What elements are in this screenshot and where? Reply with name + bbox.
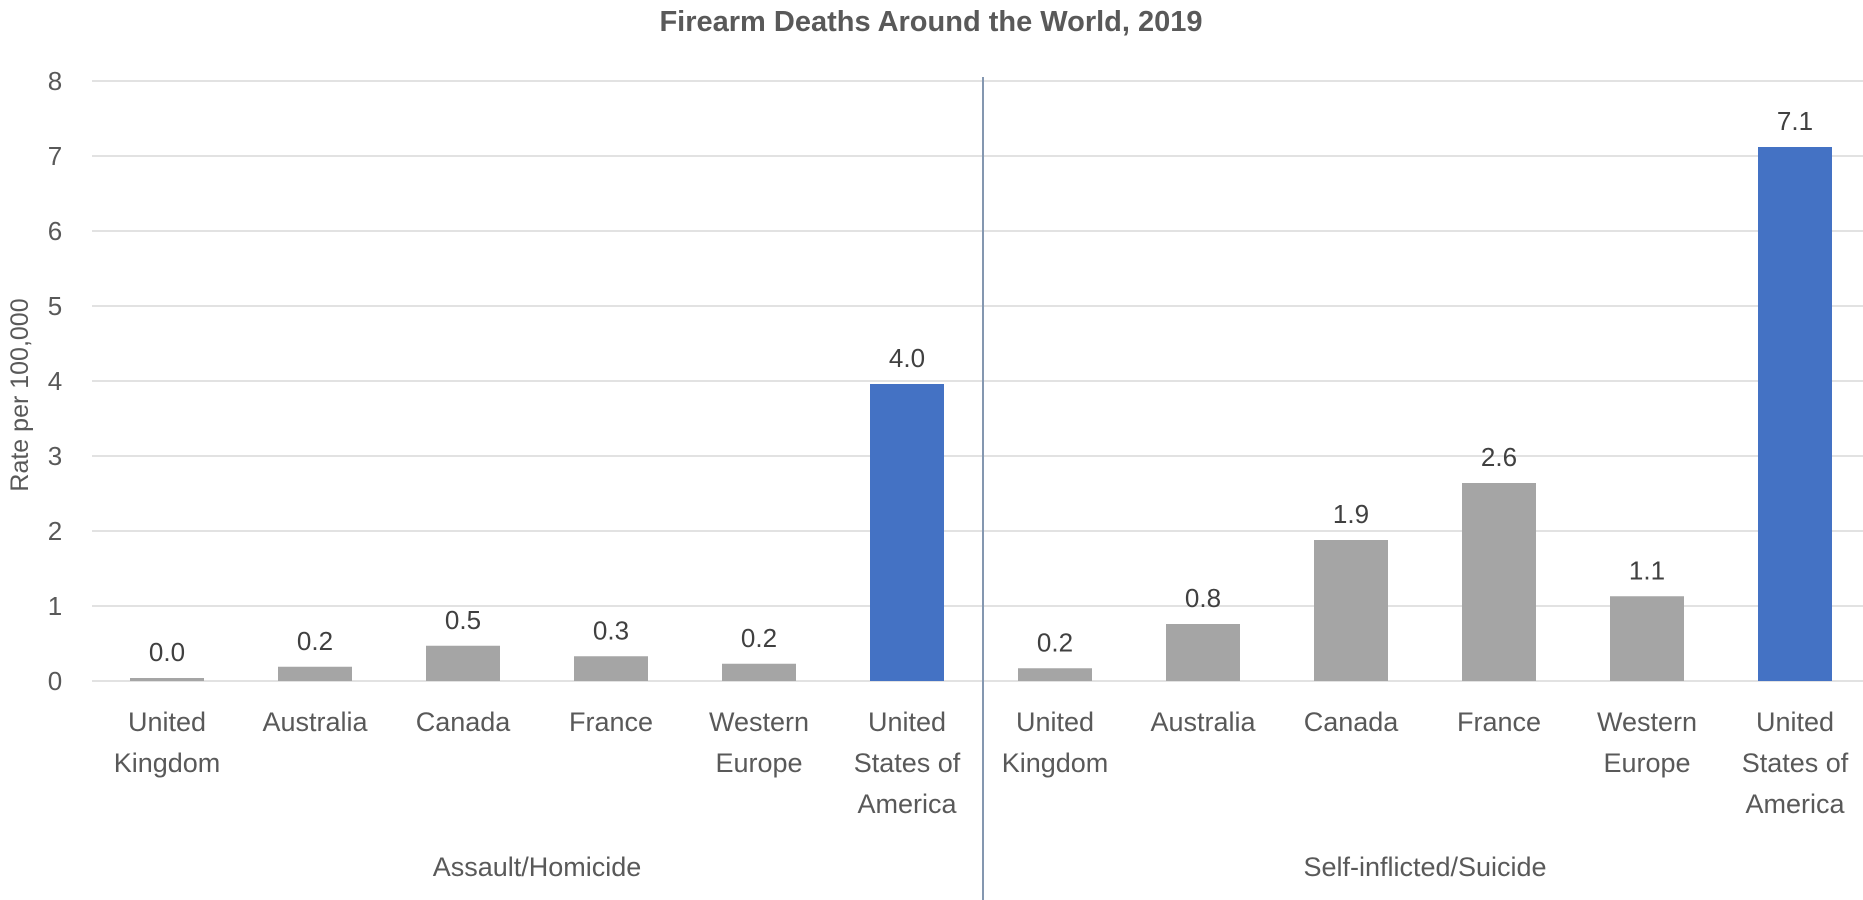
y-tick-label: 0	[48, 666, 62, 696]
category-label: States of	[1742, 748, 1849, 778]
data-label: 0.2	[1037, 627, 1073, 657]
bar	[574, 656, 648, 681]
bar	[1758, 147, 1832, 681]
category-label: Kingdom	[1002, 748, 1109, 778]
y-tick-label: 5	[48, 291, 62, 321]
category-label: Canada	[416, 707, 512, 737]
bar	[722, 663, 796, 681]
bars	[130, 147, 1832, 681]
data-label: 4.0	[889, 343, 925, 373]
y-axis-label: Rate per 100,000	[6, 298, 34, 491]
bar	[130, 678, 204, 681]
category-label: Western	[709, 707, 809, 737]
group-labels: Assault/Homicide Self-inflicted/Suicide	[433, 852, 1547, 882]
bar	[426, 645, 500, 681]
bar	[870, 384, 944, 681]
y-tick-label: 4	[48, 366, 62, 396]
bar	[1610, 596, 1684, 681]
group-label: Self-inflicted/Suicide	[1303, 852, 1546, 882]
data-label: 0.3	[593, 615, 629, 645]
bar	[1462, 483, 1536, 681]
data-label: 0.8	[1185, 583, 1221, 613]
bar	[278, 666, 352, 681]
group-label: Assault/Homicide	[433, 852, 642, 882]
y-tick-label: 2	[48, 516, 62, 546]
category-label: Europe	[715, 748, 802, 778]
category-labels: United Kingdom Australia Canada France Wester…	[114, 707, 1849, 819]
y-tick-label: 6	[48, 216, 62, 246]
category-label: Australia	[1150, 707, 1256, 737]
data-label: 7.1	[1777, 106, 1813, 136]
y-tick-label: 7	[48, 141, 62, 171]
category-label: States of	[854, 748, 961, 778]
data-label: 0.2	[297, 626, 333, 656]
category-label: Canada	[1304, 707, 1400, 737]
data-label: 0.2	[741, 623, 777, 653]
category-label: United	[868, 707, 946, 737]
category-label: Europe	[1603, 748, 1690, 778]
category-label: Kingdom	[114, 748, 221, 778]
data-label: 1.1	[1629, 555, 1665, 585]
category-label: United	[1016, 707, 1094, 737]
bar	[1166, 624, 1240, 681]
data-labels: 0.0 0.2 0.5 0.3 0.2 4.0 0.2 0.8 1.9 2.6 1.1 7.1	[149, 106, 1813, 667]
data-label: 0.5	[445, 605, 481, 635]
bar	[1314, 540, 1388, 681]
gridlines	[92, 80, 1863, 682]
y-tick-label: 3	[48, 441, 62, 471]
category-label: America	[857, 789, 957, 819]
data-label: 1.9	[1333, 499, 1369, 529]
y-tick-label: 1	[48, 591, 62, 621]
data-label: 2.6	[1481, 442, 1517, 472]
category-label: Western	[1597, 707, 1697, 737]
category-label: America	[1745, 789, 1845, 819]
data-label: 0.0	[149, 637, 185, 667]
category-label: France	[1457, 707, 1541, 737]
category-label: Australia	[262, 707, 368, 737]
bar	[1018, 668, 1092, 681]
chart-title: Firearm Deaths Around the World, 2019	[659, 6, 1202, 38]
y-tick-label: 8	[48, 66, 62, 96]
category-label: United	[128, 707, 206, 737]
category-label: United	[1756, 707, 1834, 737]
category-label: France	[569, 707, 653, 737]
y-axis-ticks: 0 1 2 3 4 5 6 7 8	[48, 66, 62, 696]
